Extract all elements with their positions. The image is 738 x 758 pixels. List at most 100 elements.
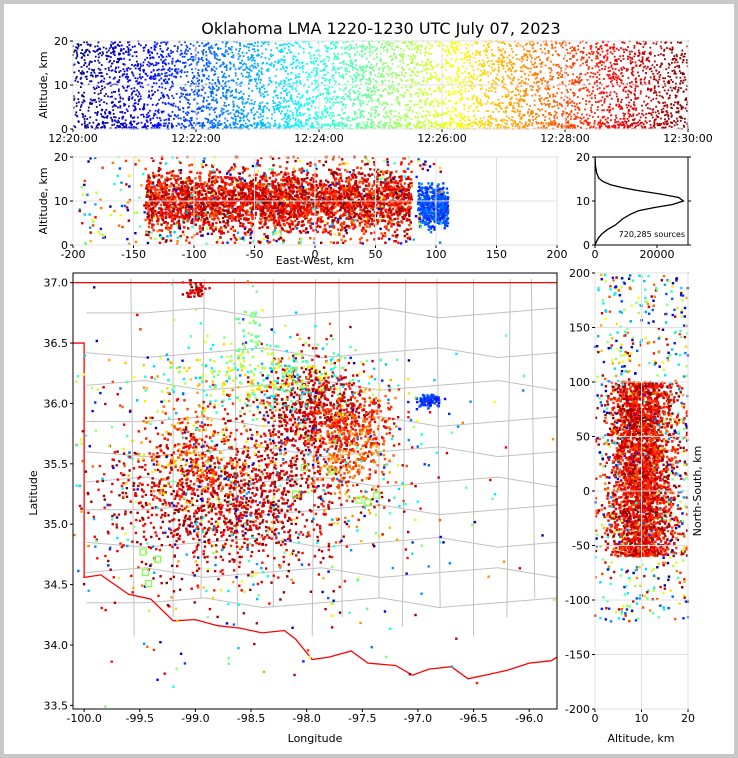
source-point: [403, 125, 406, 128]
source-point: [246, 67, 248, 69]
source-point: [342, 41, 345, 44]
source-point: [496, 123, 499, 126]
source-point: [521, 56, 524, 58]
source-point: [163, 68, 166, 71]
source-point: [147, 50, 150, 53]
source-point: [370, 91, 373, 94]
source-point: [532, 42, 535, 45]
source-point: [162, 40, 164, 43]
source-point: [631, 66, 634, 69]
source-point: [495, 127, 498, 130]
source-point: [614, 63, 617, 66]
source-point: [409, 86, 412, 89]
source-point: [547, 56, 550, 59]
source-point: [137, 67, 140, 70]
source-point: [222, 92, 224, 94]
source-point: [282, 100, 285, 103]
source-point: [506, 74, 509, 77]
source-point: [478, 60, 481, 62]
source-point: [114, 76, 116, 79]
source-point: [88, 62, 91, 64]
source-point: [179, 86, 182, 89]
source-point: [671, 46, 674, 49]
source-point: [87, 106, 90, 109]
source-point: [486, 61, 489, 64]
source-point: [342, 76, 345, 78]
source-point: [263, 105, 266, 108]
source-point: [416, 103, 419, 106]
source-point: [181, 61, 184, 64]
source-point: [262, 106, 265, 108]
source-point: [164, 75, 167, 77]
source-point: [638, 112, 640, 115]
source-point: [337, 96, 340, 99]
source-point: [86, 118, 89, 120]
source-point: [113, 60, 115, 63]
source-point: [570, 125, 573, 127]
source-point: [211, 90, 214, 93]
source-point: [192, 81, 194, 84]
source-point: [679, 82, 682, 85]
source-point: [540, 121, 543, 124]
source-point: [507, 93, 510, 96]
source-point: [634, 96, 637, 99]
source-point: [423, 68, 426, 71]
source-point: [127, 51, 130, 54]
source-point: [318, 115, 321, 118]
source-point: [513, 121, 516, 123]
source-point: [645, 104, 648, 107]
source-point: [132, 90, 135, 93]
source-point: [667, 66, 670, 69]
source-point: [650, 70, 653, 73]
source-point: [617, 105, 620, 108]
source-point: [345, 73, 348, 75]
source-point: [459, 43, 462, 46]
source-point: [437, 124, 440, 127]
source-point: [122, 68, 125, 71]
source-point: [156, 126, 158, 129]
source-point: [105, 102, 108, 105]
source-point: [262, 115, 265, 118]
source-point: [122, 97, 124, 100]
source-point: [169, 115, 172, 117]
source-point: [209, 62, 212, 65]
source-point: [390, 55, 393, 57]
source-point: [210, 45, 213, 47]
source-point: [389, 87, 391, 90]
source-point: [389, 118, 392, 121]
source-point: [400, 117, 403, 119]
source-point: [598, 100, 601, 103]
source-point: [601, 61, 604, 63]
source-point: [127, 76, 130, 78]
source-point: [494, 87, 497, 90]
source-point: [116, 124, 119, 127]
source-point: [630, 115, 633, 118]
source-point: [642, 46, 645, 48]
source-point: [76, 55, 79, 58]
source-point: [79, 86, 82, 88]
source-point: [420, 106, 423, 109]
source-point: [138, 83, 141, 86]
source-point: [305, 119, 307, 121]
source-point: [370, 112, 373, 115]
source-point: [242, 109, 245, 112]
source-point: [673, 72, 676, 75]
source-point: [151, 103, 154, 106]
source-point: [595, 46, 598, 48]
source-point: [171, 111, 174, 113]
source-point: [358, 53, 361, 56]
source-point: [535, 73, 538, 75]
source-point: [590, 106, 593, 109]
source-point: [684, 107, 687, 110]
source-point: [407, 121, 410, 124]
source-point: [427, 52, 430, 55]
source-point: [666, 111, 669, 114]
source-point: [640, 78, 643, 81]
source-point: [150, 51, 153, 54]
source-point: [204, 92, 207, 94]
source-point: [231, 94, 233, 97]
source-point: [551, 47, 554, 50]
source-point: [157, 110, 159, 113]
source-point: [372, 69, 375, 72]
source-point: [302, 47, 305, 50]
